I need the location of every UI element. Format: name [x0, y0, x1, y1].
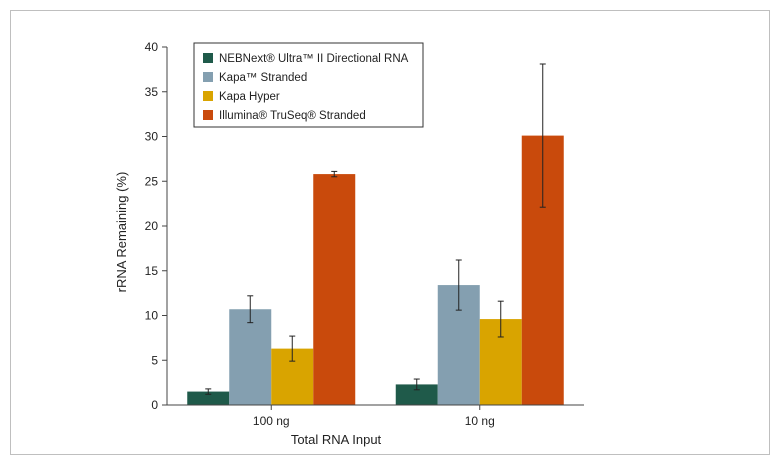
x-axis-title: Total RNA Input: [291, 432, 382, 447]
x-tick-label: 100 ng: [253, 414, 290, 428]
y-tick-label: 40: [145, 40, 159, 54]
y-tick-label: 35: [145, 85, 159, 99]
y-tick-label: 5: [151, 353, 158, 367]
legend-box: [193, 42, 424, 128]
legend-swatch: [203, 91, 213, 101]
legend: NEBNext® Ultra™ II Directional RNA Kapa™ …: [193, 42, 424, 128]
bar: [229, 309, 272, 405]
y-tick-label: 10: [145, 309, 159, 323]
legend-label: NEBNext® Ultra™ II Directional RNA: [219, 53, 409, 65]
legend-swatch: [203, 110, 213, 120]
bar: [313, 174, 356, 405]
y-axis-title: rRNA Remaining (%): [114, 172, 129, 293]
bar: [187, 391, 230, 405]
legend-swatch: [203, 53, 213, 63]
y-tick-label: 20: [145, 219, 159, 233]
y-tick-label: 30: [145, 130, 159, 144]
legend-swatch: [203, 72, 213, 82]
legend-label: Kapa Hyper: [219, 91, 280, 103]
y-axis: 0 5 10 15 20 25 30 35 40: [145, 40, 168, 412]
legend-label: Kapa™ Stranded: [219, 72, 307, 84]
legend-label: Illumina® TruSeq® Stranded: [219, 110, 366, 122]
bars: [187, 63, 564, 406]
x-tick-label: 10 ng: [465, 414, 495, 428]
y-tick-label: 25: [145, 174, 159, 188]
x-axis: 100 ng 10 ng: [167, 404, 584, 428]
y-tick-label: 15: [145, 264, 159, 278]
bar: [395, 384, 438, 405]
y-tick-label: 0: [151, 398, 158, 412]
